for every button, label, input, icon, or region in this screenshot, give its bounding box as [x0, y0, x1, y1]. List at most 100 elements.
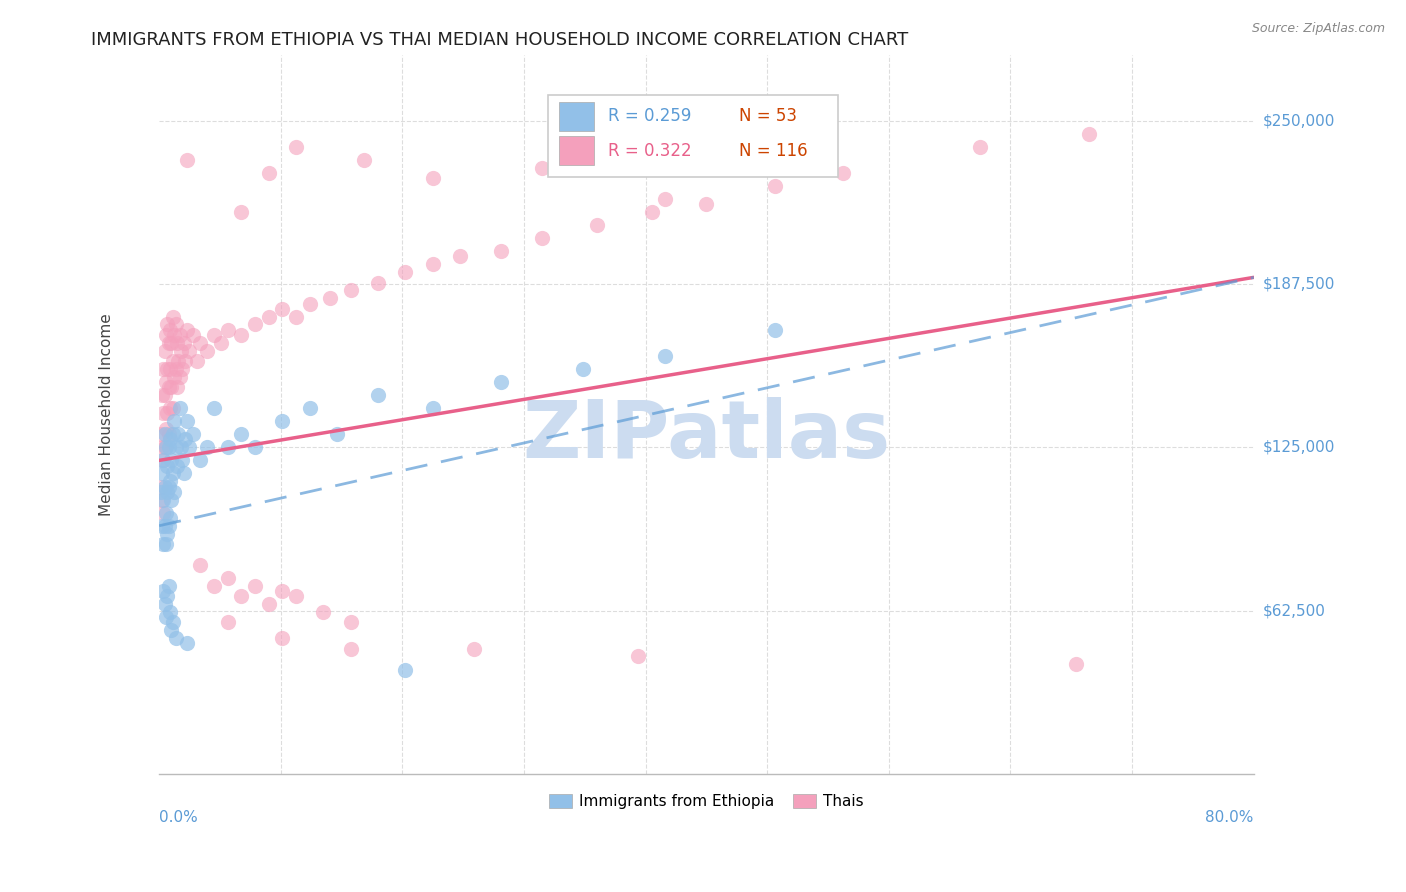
Point [174, 433, 197, 447]
Point [153, 479, 176, 493]
Point [152, 362, 174, 376]
Point [202, 579, 225, 593]
Point [166, 335, 188, 350]
Bar [558, 136, 593, 165]
Point [202, 401, 225, 416]
Point [165, 362, 187, 376]
Point [243, 440, 266, 454]
Point [166, 458, 188, 473]
Point [217, 323, 239, 337]
Point [298, 296, 321, 310]
Point [155, 506, 177, 520]
Point [173, 467, 195, 481]
Point [489, 244, 512, 259]
Point [155, 375, 177, 389]
Text: $125,000: $125,000 [1263, 440, 1334, 455]
Point [339, 641, 361, 656]
Point [188, 453, 211, 467]
Point [159, 433, 181, 447]
Point [271, 631, 294, 645]
Point [353, 153, 375, 167]
Text: ZIPatlas: ZIPatlas [522, 397, 890, 475]
Point [832, 166, 855, 180]
Point [174, 354, 197, 368]
Point [627, 649, 650, 664]
Point [166, 380, 188, 394]
Point [152, 537, 174, 551]
Point [159, 362, 181, 376]
Point [217, 571, 239, 585]
Point [367, 276, 389, 290]
Point [271, 584, 294, 599]
Point [586, 218, 609, 232]
Point [163, 484, 186, 499]
Point [176, 323, 198, 337]
Point [150, 467, 173, 481]
Point [167, 427, 190, 442]
Point [489, 375, 512, 389]
Point [169, 327, 191, 342]
Point [257, 166, 280, 180]
Point [165, 318, 187, 332]
Point [159, 605, 181, 619]
Point [209, 335, 232, 350]
Point [217, 615, 239, 630]
Point [163, 327, 186, 342]
Point [160, 624, 183, 638]
Point [763, 323, 786, 337]
Point [149, 427, 172, 442]
Legend: Immigrants from Ethiopia, Thais: Immigrants from Ethiopia, Thais [543, 789, 870, 815]
Text: $250,000: $250,000 [1263, 113, 1334, 128]
Point [157, 579, 180, 593]
Point [243, 318, 266, 332]
Point [422, 401, 444, 416]
Point [150, 440, 173, 454]
Point [156, 458, 179, 473]
Point [152, 453, 174, 467]
Point [157, 518, 180, 533]
Point [160, 492, 183, 507]
Point [159, 323, 181, 337]
Point [422, 171, 444, 186]
Point [176, 414, 198, 428]
Point [152, 406, 174, 420]
Point [217, 440, 239, 454]
Point [155, 537, 177, 551]
Point [153, 440, 176, 454]
Bar [558, 102, 593, 130]
Point [160, 335, 183, 350]
Text: 0.0%: 0.0% [159, 810, 198, 825]
Point [156, 526, 179, 541]
Point [1064, 657, 1087, 672]
Text: R = 0.322: R = 0.322 [607, 142, 692, 160]
Point [153, 427, 176, 442]
Point [257, 597, 280, 611]
Point [155, 610, 177, 624]
Point [162, 401, 184, 416]
Point [157, 479, 180, 493]
Point [152, 453, 174, 467]
Point [157, 440, 180, 454]
Point [156, 318, 179, 332]
Point [153, 343, 176, 358]
Point [159, 511, 181, 525]
Point [394, 265, 416, 279]
Point [531, 231, 554, 245]
Point [271, 301, 294, 316]
Point [176, 153, 198, 167]
Point [165, 440, 187, 454]
Text: R = 0.259: R = 0.259 [607, 107, 692, 125]
Point [172, 362, 194, 376]
Point [271, 414, 294, 428]
Point [463, 641, 485, 656]
Point [422, 257, 444, 271]
Text: 80.0%: 80.0% [1205, 810, 1254, 825]
Point [160, 380, 183, 394]
Point [285, 310, 308, 324]
Point [339, 615, 361, 630]
Point [163, 414, 186, 428]
Point [149, 484, 172, 499]
Point [169, 401, 191, 416]
FancyBboxPatch shape [548, 95, 838, 178]
Point [186, 354, 208, 368]
